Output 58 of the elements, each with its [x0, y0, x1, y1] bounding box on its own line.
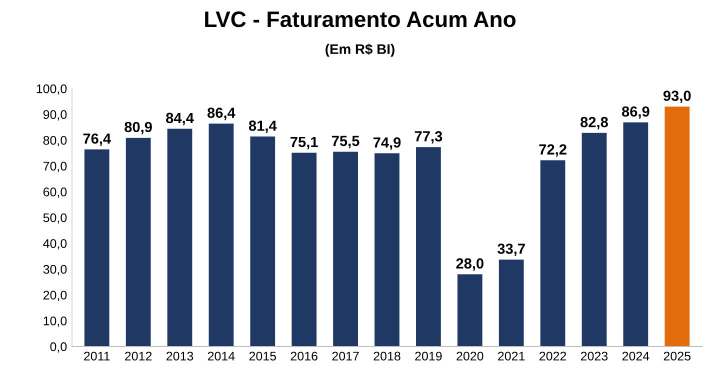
bar [374, 153, 400, 346]
x-tick-label: 2021 [498, 352, 525, 361]
bar [457, 274, 482, 346]
data-label: 80,9 [124, 122, 152, 134]
bar [498, 260, 524, 346]
y-tick-label: 80,0 [43, 136, 67, 146]
x-tick-label: 2015 [249, 352, 276, 361]
data-label: 81,4 [248, 120, 277, 133]
x-tick-label: 2017 [332, 352, 359, 361]
y-tick-label: 70,0 [43, 162, 67, 172]
data-label: 84,4 [166, 112, 194, 126]
x-tick-label: 2013 [166, 352, 194, 361]
data-label: 74,9 [373, 137, 401, 150]
y-tick-label: 0,0 [50, 342, 67, 353]
x-tick-label: 2014 [208, 352, 235, 361]
data-label: 77,3 [414, 131, 442, 144]
x-tick-label: 2012 [125, 352, 152, 361]
data-label: 82,8 [580, 116, 608, 130]
data-label: 28,0 [456, 258, 484, 271]
bar [582, 132, 607, 346]
y-tick-label: 10,0 [44, 316, 67, 327]
x-tick-label: 2023 [580, 352, 608, 361]
y-tick-label: 20,0 [43, 290, 67, 302]
x-tick-label: 2019 [415, 352, 442, 361]
bar [167, 128, 192, 346]
data-label: 86,4 [207, 108, 236, 120]
data-label: 76,4 [83, 133, 111, 146]
x-tick-label: 2011 [84, 352, 110, 361]
x-tick-label: 2016 [290, 352, 318, 361]
x-tick-label: 2024 [622, 352, 650, 361]
chart-subtitle: (Em R$ BI) [326, 44, 394, 57]
bar [333, 152, 358, 346]
y-tick-label: 50,0 [43, 213, 67, 224]
data-label: 75,5 [332, 136, 360, 148]
bar [540, 160, 566, 346]
data-label: 75,1 [290, 136, 318, 150]
bar [208, 124, 234, 346]
data-label: 72,2 [539, 144, 566, 157]
y-tick-label: 90,0 [43, 110, 67, 120]
data-label: 33,7 [497, 244, 525, 256]
bar [292, 152, 317, 346]
bar [84, 149, 110, 346]
y-tick-label: 30,0 [43, 264, 67, 276]
y-tick-label: 60,0 [43, 188, 67, 198]
bar [416, 147, 441, 346]
bar [664, 106, 690, 346]
x-tick-label: 2025 [664, 352, 691, 361]
y-tick-label: 100,0 [36, 84, 67, 95]
x-tick-label: 2020 [456, 352, 484, 361]
x-tick-label: 2022 [540, 352, 566, 361]
bar [250, 136, 276, 346]
x-tick-label: 2018 [374, 352, 400, 361]
data-label: 86,9 [622, 106, 650, 119]
bar [126, 138, 151, 346]
y-tick-label: 40,0 [43, 239, 67, 250]
chart-title: LVC - Faturamento Acum Ano [205, 11, 516, 28]
data-label: 93,0 [663, 90, 691, 104]
bar [623, 122, 648, 346]
